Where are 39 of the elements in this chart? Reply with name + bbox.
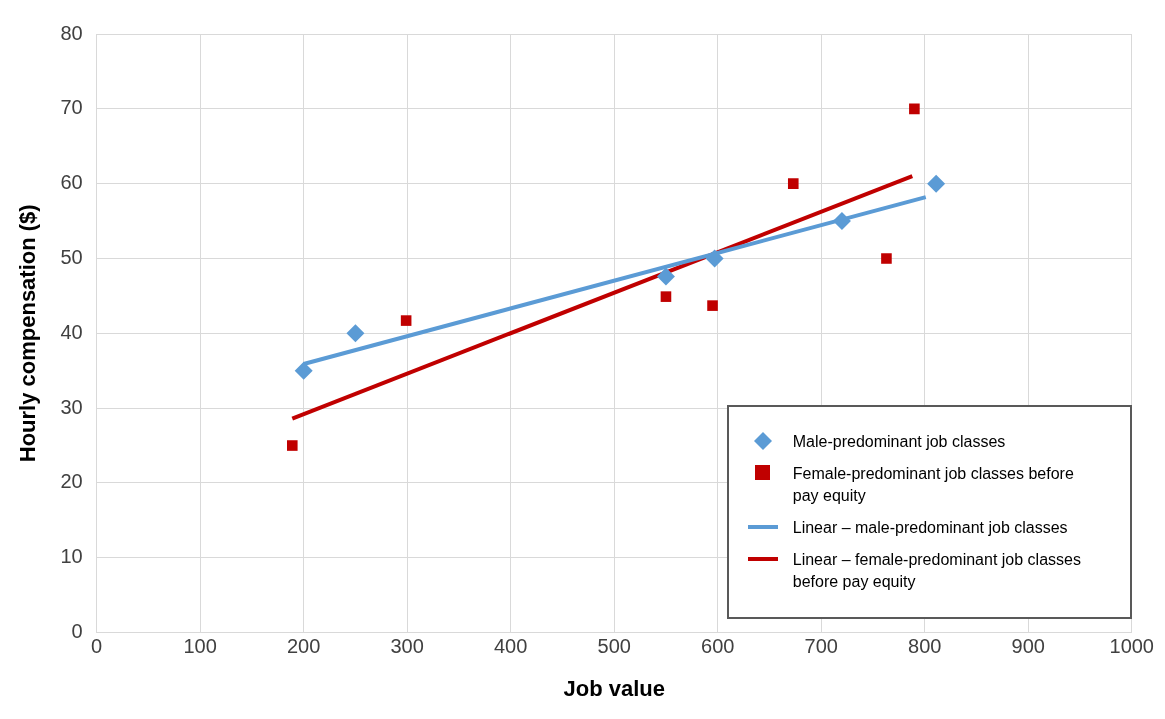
x-tick-label: 1000	[1109, 635, 1154, 658]
point	[400, 315, 412, 326]
legend-label: Linear – male-predominant job classes	[792, 517, 1068, 538]
point	[881, 253, 892, 264]
x-axis-title: Job value	[563, 675, 665, 701]
point	[705, 249, 724, 268]
y-tick-label: 20	[60, 470, 83, 493]
point	[346, 324, 365, 343]
point	[656, 267, 675, 286]
point	[909, 103, 920, 115]
x-tick-label: 600	[701, 635, 735, 658]
legend-label: Female-predominant job classes before pay equity	[792, 463, 1075, 506]
y-tick-label: 70	[60, 96, 83, 119]
point	[660, 291, 672, 302]
x-tick-label: 0	[91, 635, 103, 658]
point	[286, 440, 298, 451]
y-tick-label: 40	[60, 320, 83, 343]
y-tick-label: 30	[60, 395, 83, 418]
point	[707, 300, 718, 311]
x-tick-label: 300	[390, 635, 424, 658]
x-tick-label: 100	[183, 635, 217, 658]
y-tick-label: 60	[60, 171, 83, 194]
y-tick-label: 50	[60, 245, 83, 268]
x-tick-label: 400	[494, 635, 528, 658]
point	[787, 178, 799, 189]
x-tick-label: 800	[908, 635, 942, 658]
y-tick-label: 0	[71, 620, 83, 643]
x-tick-label: 900	[1011, 635, 1045, 658]
y-tick-label: 10	[60, 545, 83, 568]
legend-label: Male-predominant job classes	[792, 431, 1006, 452]
y-axis-title: Hourly compensation ($)	[15, 204, 41, 463]
legend-label: Linear – female-predominant job classes before pay equity	[792, 549, 1082, 592]
x-tick-label: 200	[286, 635, 321, 658]
point	[832, 212, 851, 231]
x-tick-label: 700	[804, 635, 838, 658]
x-tick-label: 500	[597, 635, 631, 658]
point	[294, 361, 313, 380]
y-tick-label: 80	[60, 21, 83, 44]
point	[927, 174, 946, 193]
